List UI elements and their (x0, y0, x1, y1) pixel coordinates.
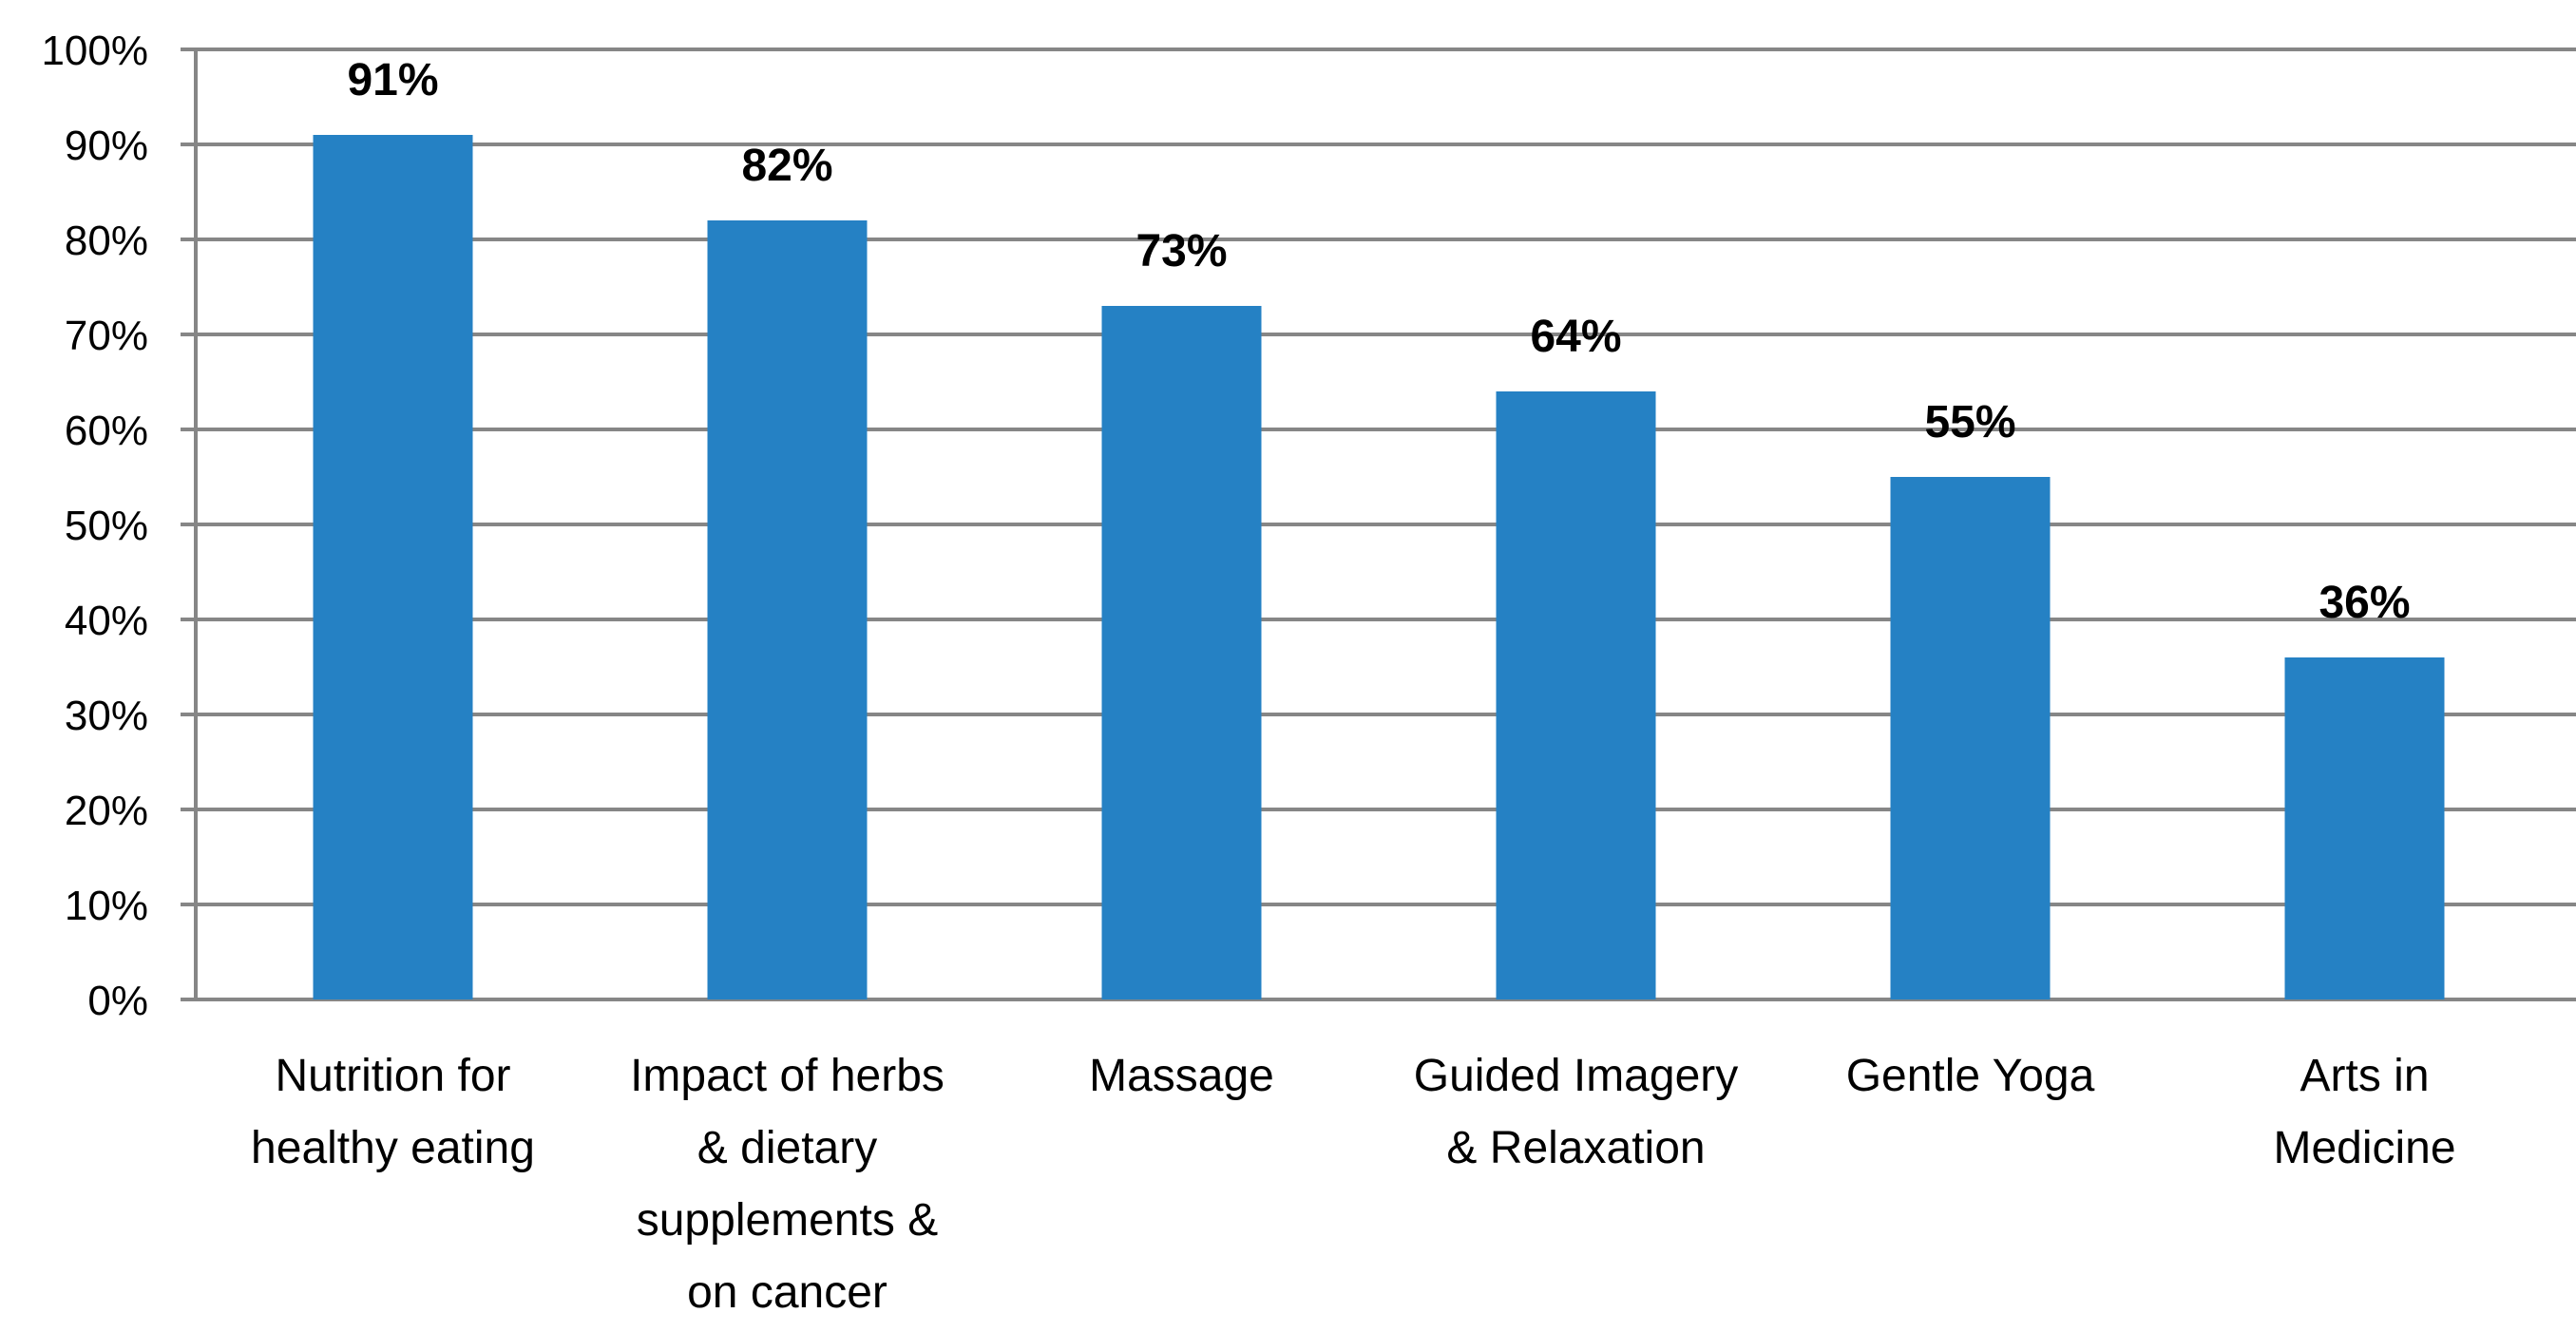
data-label: 73% (1135, 226, 1227, 276)
x-category-label: Medicine (2273, 1123, 2455, 1173)
x-category-label: Arts in (2299, 1051, 2429, 1101)
y-tick-label: 30% (65, 693, 148, 739)
x-category-label: supplements & (637, 1195, 939, 1246)
y-tick-label: 50% (65, 503, 148, 549)
x-category-label: Gentle Yoga (1846, 1051, 2095, 1101)
x-category-label: Massage (1089, 1051, 1274, 1101)
bar (1101, 306, 1262, 999)
y-tick-label: 70% (65, 313, 148, 359)
bar (707, 220, 868, 999)
y-tick-label: 40% (65, 598, 148, 644)
data-label: 82% (741, 141, 832, 191)
x-category-label: healthy eating (251, 1123, 535, 1173)
y-tick-label: 10% (65, 883, 148, 929)
bar (313, 135, 473, 999)
y-tick-label: 100% (41, 28, 148, 74)
x-category-label: Guided Imagery (1414, 1051, 1739, 1101)
x-category-label: & dietary (697, 1123, 877, 1173)
y-tick-label: 80% (65, 218, 148, 264)
bar (2284, 657, 2445, 999)
data-label: 64% (1530, 312, 1621, 362)
y-tick-label: 20% (65, 788, 148, 834)
data-label: 36% (2318, 578, 2410, 628)
x-category-label: Nutrition for (275, 1051, 510, 1101)
data-label: 55% (1924, 397, 2015, 447)
data-label: 91% (347, 55, 438, 105)
x-category-label: & Relaxation (1446, 1123, 1705, 1173)
y-tick-label: 0% (87, 978, 148, 1024)
y-tick-label: 90% (65, 123, 148, 169)
y-tick-label: 60% (65, 408, 148, 454)
x-category-label: on cancer (687, 1267, 887, 1318)
bar (1890, 477, 2051, 999)
bar (1496, 391, 1656, 999)
x-category-label: Impact of herbs (630, 1051, 945, 1101)
